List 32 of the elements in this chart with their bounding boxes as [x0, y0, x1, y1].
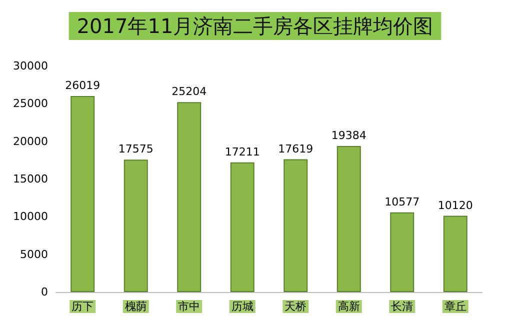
y-tick-label: 5000: [20, 248, 48, 261]
data-label: 26019: [65, 78, 100, 92]
y-tick-label: 30000: [13, 60, 48, 72]
x-tick-label: 市中: [178, 300, 200, 313]
bar: [70, 96, 95, 292]
y-tick-label: 10000: [13, 210, 48, 224]
data-label: 10120: [438, 198, 473, 212]
bar: [124, 160, 148, 292]
data-label: 17211: [224, 145, 260, 158]
bar: [336, 146, 361, 292]
data-label: 17619: [278, 142, 314, 156]
data-label: 25204: [172, 85, 207, 98]
x-tick-label: 历下: [72, 300, 94, 313]
bar: [443, 216, 468, 292]
y-tick-label: 25000: [13, 97, 48, 110]
x-tick-label: 高新: [338, 300, 360, 313]
data-label: 19384: [331, 128, 366, 142]
x-tick-label: 天桥: [284, 300, 307, 313]
x-tick-label: 章丘: [444, 300, 466, 313]
data-label: 10577: [384, 195, 420, 208]
x-tick-label: 历城: [231, 300, 254, 313]
data-label: 17575: [118, 142, 154, 156]
bar: [230, 162, 254, 292]
y-tick-label: 20000: [13, 134, 48, 148]
bar: [177, 102, 202, 292]
y-tick-label: 15000: [13, 172, 48, 186]
y-tick-label: 0: [41, 286, 48, 298]
x-tick-label: 槐荫: [124, 300, 147, 313]
chart-title: 2017年11月济南二手房各区挂牌均价图: [76, 14, 434, 38]
bar: [390, 212, 414, 292]
bar: [284, 159, 308, 292]
x-tick-label: 长清: [391, 300, 414, 313]
